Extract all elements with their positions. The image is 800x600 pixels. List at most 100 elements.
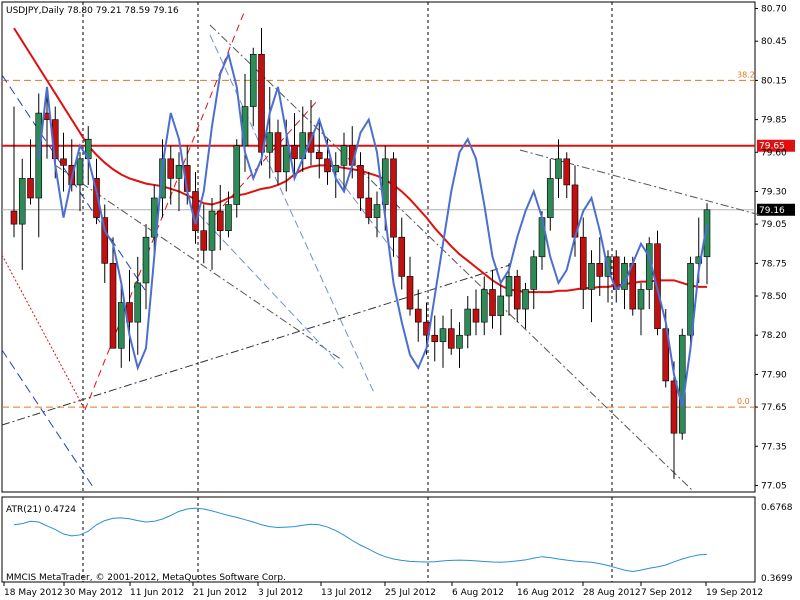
candle-body	[414, 308, 422, 323]
candle-body	[134, 282, 142, 323]
candle-body	[167, 158, 175, 179]
x-tick-label-9: 28 Aug 2012	[583, 588, 641, 598]
candle-1	[18, 158, 26, 270]
candle-43	[365, 171, 373, 225]
candle-body	[258, 53, 265, 153]
candle-body	[76, 158, 84, 186]
candle-47	[398, 217, 406, 290]
candle-55	[464, 296, 472, 349]
candle-body	[555, 158, 562, 179]
candle-body	[324, 158, 331, 173]
atr-y-tick-label-1: 0.3699	[761, 574, 793, 584]
candle-60	[505, 263, 513, 316]
candle-body	[530, 256, 538, 290]
candle-63	[530, 250, 538, 310]
candle-15	[134, 256, 142, 355]
y-tick-label-11: 77.65	[761, 403, 787, 413]
current-price-tag	[757, 203, 795, 216]
candle-48	[406, 256, 414, 316]
trend-line-0	[209, 24, 693, 491]
candle-body	[439, 328, 447, 343]
candle-body	[340, 145, 348, 166]
candle-42	[357, 152, 364, 212]
candle-82	[687, 256, 694, 349]
candle-27	[233, 139, 241, 218]
x-tick-label-7: 6 Aug 2012	[452, 588, 504, 598]
candle-body	[282, 145, 290, 173]
candle-body	[365, 197, 373, 218]
candle-34	[291, 113, 298, 179]
y-tick-label-1: 80.45	[761, 37, 787, 47]
candle-body	[513, 276, 521, 310]
candle-6	[60, 132, 67, 192]
candle-body	[464, 308, 472, 336]
candle-62	[522, 282, 529, 329]
candle-26	[225, 191, 232, 238]
candle-23	[200, 204, 208, 264]
candle-body	[216, 210, 224, 231]
candle-52	[439, 315, 447, 368]
candle-16	[142, 224, 150, 310]
candle-44	[373, 191, 381, 238]
candle-body	[546, 178, 554, 218]
candle-body	[142, 236, 150, 284]
trend-line-8	[189, 204, 346, 371]
candle-0	[10, 106, 18, 238]
y-tick-label-4: 79.60	[761, 148, 787, 158]
candle-76	[637, 282, 645, 336]
trend-line-3	[1, 254, 86, 411]
candle-body	[373, 204, 381, 218]
candle-body	[274, 132, 282, 173]
candle-body	[381, 158, 389, 205]
candle-57	[480, 276, 488, 336]
y-tick-label-3: 79.85	[761, 116, 787, 126]
candle-body	[522, 289, 529, 310]
x-tick-label-6: 25 Jul 2012	[385, 588, 436, 598]
candle-46	[390, 152, 397, 257]
candle-body	[249, 53, 257, 107]
x-tick-label-10: 7 Sep 2012	[641, 588, 692, 598]
candle-31	[266, 86, 274, 179]
candle-2	[27, 139, 34, 205]
candle-29	[249, 47, 257, 127]
x-tick-label-0: 18 May 2012	[4, 588, 63, 598]
candle-body	[291, 145, 298, 160]
candle-body	[489, 289, 496, 316]
candle-13	[117, 282, 125, 368]
copyright-text: MMCIS MetaTrader, © 2001-2012, MetaQuote…	[6, 573, 286, 583]
candle-12	[109, 237, 117, 349]
candle-84	[703, 203, 711, 285]
candle-body	[579, 236, 587, 290]
y-tick-label-0: 80.70	[761, 5, 787, 15]
candle-58	[489, 269, 496, 329]
candle-body	[505, 276, 513, 297]
trend-line-11	[519, 149, 761, 216]
candle-20	[175, 152, 183, 212]
price-axis: 80.70 80.45 80.15 79.85 79.60 79.30 79.05 78.75…	[755, 5, 793, 584]
candle-24	[208, 198, 216, 270]
candle-81	[678, 328, 686, 440]
candle-80	[670, 361, 678, 479]
main-pane-frame	[1, 1, 756, 493]
candle-body	[192, 191, 199, 231]
candle-body	[233, 145, 241, 205]
candle-54	[456, 322, 463, 368]
trend-line-7	[209, 34, 376, 396]
candle-73	[612, 250, 620, 303]
trend-line-6	[54, 164, 343, 361]
candle-40	[340, 132, 348, 192]
candle-body	[472, 308, 480, 323]
y-tick-label-5: 79.30	[761, 187, 787, 197]
candle-body	[703, 209, 711, 258]
candle-19	[167, 145, 175, 205]
candle-body	[497, 295, 505, 316]
candle-body	[225, 204, 232, 231]
x-tick-label-2: 11 Jun 2012	[130, 588, 184, 598]
candle-body	[109, 263, 117, 349]
candle-body	[357, 165, 364, 199]
candle-body	[93, 178, 100, 218]
candle-body	[159, 158, 166, 199]
candle-body	[27, 178, 34, 199]
candle-body	[406, 276, 414, 310]
current-price-label: 79.16	[759, 206, 785, 216]
